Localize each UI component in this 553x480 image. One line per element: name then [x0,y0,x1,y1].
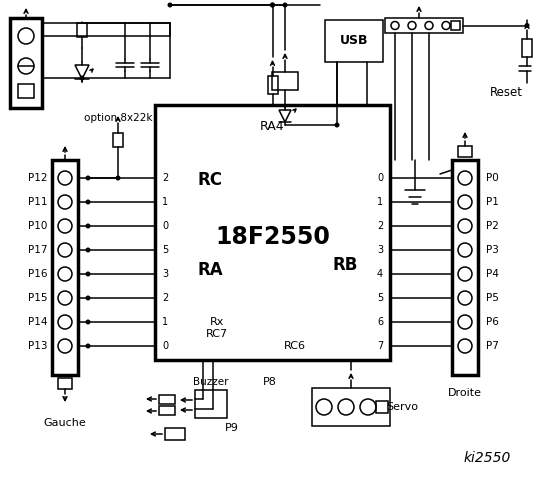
Text: RA4: RA4 [260,120,285,133]
Text: Rx: Rx [210,317,224,327]
Text: option 8x22k: option 8x22k [84,113,152,123]
Text: P17: P17 [28,245,48,255]
Text: 1: 1 [162,197,168,207]
Circle shape [86,176,91,180]
Text: P15: P15 [28,293,48,303]
Bar [458,146,472,157]
Text: P13: P13 [28,341,48,351]
Bar [77,23,87,37]
Circle shape [270,2,275,8]
Text: 3: 3 [162,269,168,279]
Text: Droite: Droite [448,388,482,398]
Bar [18,84,34,98]
Text: RC: RC [197,171,222,189]
Text: USB: USB [340,35,368,48]
Bar [312,388,390,426]
Bar [522,39,532,57]
Text: Servo: Servo [386,402,418,412]
Text: 3: 3 [377,245,383,255]
Bar [113,133,123,147]
Text: 5: 5 [162,245,168,255]
Bar [195,390,227,418]
Text: P6: P6 [486,317,498,327]
Bar [376,401,388,413]
Text: 5: 5 [377,293,383,303]
Bar [165,428,185,440]
Text: 4: 4 [377,269,383,279]
Text: P7: P7 [486,341,498,351]
Bar [385,18,463,33]
Circle shape [86,296,91,300]
Circle shape [524,23,530,28]
Text: 0: 0 [162,341,168,351]
Circle shape [116,176,121,180]
Circle shape [86,248,91,252]
Text: P3: P3 [486,245,498,255]
Circle shape [283,2,288,8]
Bar [452,160,478,375]
Bar [451,21,460,30]
Bar [10,18,42,108]
Text: 6: 6 [377,317,383,327]
Text: 1: 1 [162,317,168,327]
Text: RC7: RC7 [206,329,228,339]
Text: P4: P4 [486,269,498,279]
Circle shape [86,320,91,324]
Circle shape [335,122,340,128]
Text: P12: P12 [28,173,48,183]
Text: RA: RA [197,261,223,279]
Text: P10: P10 [28,221,48,231]
Text: P5: P5 [486,293,498,303]
Bar [272,72,298,90]
Text: 7: 7 [377,341,383,351]
Text: Reset: Reset [490,85,523,98]
Bar [58,378,72,389]
Text: P11: P11 [28,197,48,207]
Text: Buzzer: Buzzer [193,377,229,387]
Bar [52,160,78,375]
Text: P8: P8 [263,377,277,387]
Bar [268,76,278,94]
Circle shape [86,200,91,204]
Text: 18F2550: 18F2550 [215,226,330,250]
Text: P9: P9 [225,423,239,433]
Text: Gauche: Gauche [44,418,86,428]
Circle shape [86,272,91,276]
Text: P16: P16 [28,269,48,279]
Text: RC6: RC6 [284,341,305,351]
Text: 2: 2 [162,293,168,303]
Text: P14: P14 [28,317,48,327]
Text: RB: RB [332,256,358,274]
Bar [159,395,175,404]
Text: 0: 0 [162,221,168,231]
Circle shape [86,344,91,348]
Text: 1: 1 [377,197,383,207]
Text: 2: 2 [162,173,168,183]
Text: P0: P0 [486,173,498,183]
Bar [159,406,175,415]
Text: P1: P1 [486,197,498,207]
Circle shape [270,2,275,8]
Circle shape [80,75,85,81]
Text: 2: 2 [377,221,383,231]
Text: P2: P2 [486,221,498,231]
Circle shape [86,224,91,228]
Text: ki2550: ki2550 [463,451,510,465]
Circle shape [168,2,173,8]
Bar [155,105,390,360]
Text: 0: 0 [377,173,383,183]
Bar [325,20,383,62]
